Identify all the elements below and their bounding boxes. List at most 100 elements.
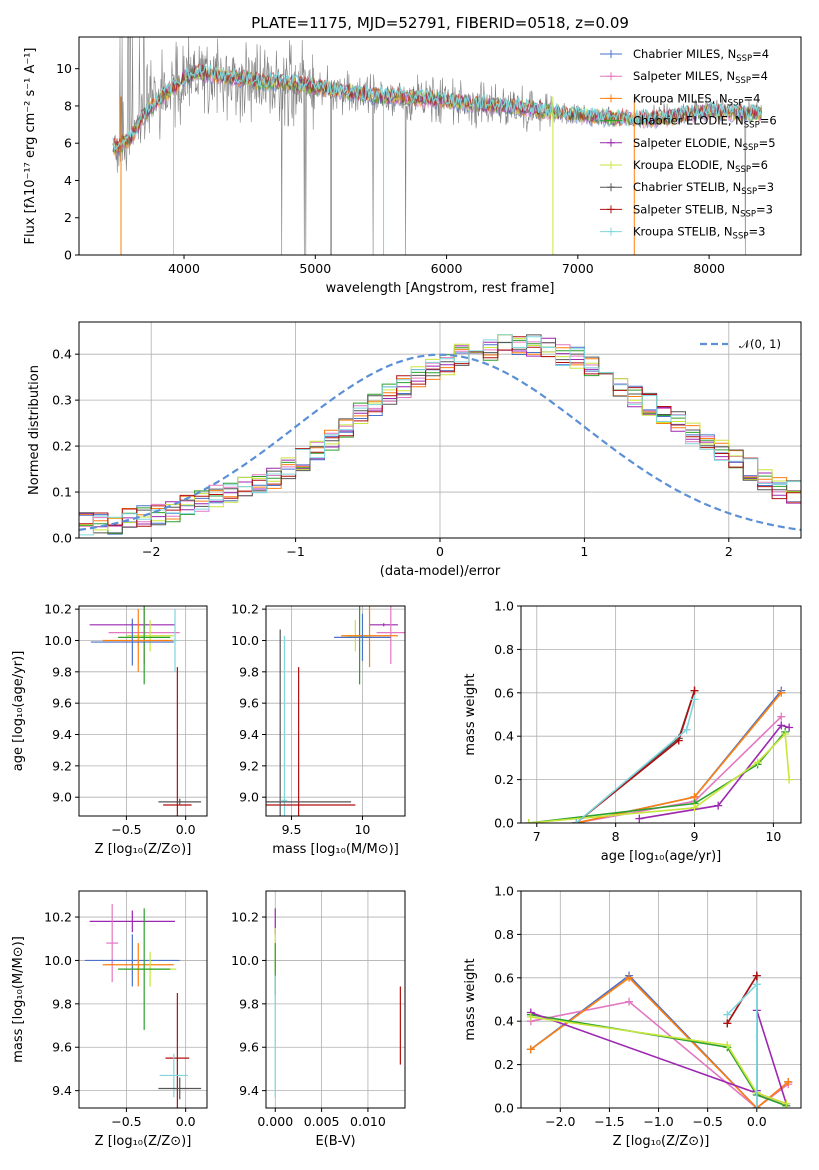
- figure-title: PLATE=1175, MJD=52791, FIBERID=0518, z=0…: [251, 14, 629, 32]
- x-tick-label: −1.0: [643, 1114, 673, 1129]
- weight-point: [714, 801, 723, 810]
- y-tick-label: 0.4: [494, 729, 514, 744]
- y-tick-label: 4: [64, 173, 72, 188]
- plot-area: [266, 606, 405, 816]
- weight-point: [572, 819, 581, 823]
- x-axis-label: E(B-V): [315, 1134, 355, 1149]
- weight-point: [526, 1012, 535, 1021]
- legend-label: Kroupa ELODIE, NSSP=6: [633, 158, 768, 175]
- weight-point: [723, 1010, 732, 1019]
- y-tick-label: 9.4: [52, 1083, 72, 1098]
- y-tick-label: 0.2: [52, 439, 72, 454]
- x-axis-label: (data-model)/error: [380, 564, 501, 579]
- panel-spectrum: 4000 5000 6000 7000 8000 0 2 4 6 8 10 wavelength [A…: [23, 36, 802, 296]
- y-tick-label: 9.8: [239, 996, 259, 1011]
- x-tick-label: 0.0: [176, 822, 196, 837]
- y-tick-label: 1.0: [494, 599, 514, 614]
- y-tick-label: 10.2: [44, 910, 72, 925]
- y-tick-label: 9.8: [52, 996, 72, 1011]
- legend-marker: [607, 183, 615, 192]
- y-tick-label: 0.0: [52, 531, 72, 546]
- x-tick-label: 10: [765, 829, 781, 844]
- y-tick-label: 9.8: [239, 664, 259, 679]
- x-tick-label: 0.000: [257, 1114, 293, 1129]
- legend-marker: [607, 94, 615, 103]
- weight-point: [625, 997, 634, 1006]
- axes-frame: [78, 36, 802, 256]
- y-tick-label: 10.0: [231, 633, 259, 648]
- x-tick-label: 8: [612, 829, 620, 844]
- legend-label: Kroupa STELIB, NSSP=3: [633, 225, 765, 242]
- y-tick-label: 0.1: [52, 485, 72, 500]
- spectrum-legend: Chabrier MILES, NSSP=4 Salpeter MILES, NS…: [600, 47, 777, 242]
- panel-mass-vs-EBV: 0.000 0.005 0.010 9.4 9.6 9.8 10.0 10.2 E(B-V): [231, 890, 406, 1149]
- y-axis-label: Flux [fλ10⁻¹⁷ erg cm⁻² s⁻¹ A⁻¹]: [23, 48, 38, 245]
- plot-area: [79, 334, 801, 536]
- weight-point: [723, 1019, 732, 1028]
- x-tick-label: 9.5: [282, 822, 302, 837]
- y-tick-label: 1.0: [494, 884, 514, 899]
- y-tick-label: 9.6: [52, 696, 72, 711]
- y-tick-label: 0.4: [52, 347, 72, 362]
- y-tick-label: 9.8: [52, 664, 72, 679]
- weight-point: [785, 775, 794, 784]
- legend-label: Chabrier ELODIE, NSSP=6: [633, 114, 777, 131]
- weight-point: [690, 695, 699, 704]
- y-axis-label: age [log₁₀(age/yr)]: [11, 651, 26, 772]
- histogram-kroupa-stelib: [79, 334, 801, 536]
- y-tick-label: 0.3: [52, 393, 72, 408]
- y-tick-label: 0.0: [494, 816, 514, 831]
- x-tick-label: 2: [725, 544, 733, 559]
- x-tick-label: 0.005: [304, 1114, 340, 1129]
- weight-point: [785, 723, 794, 732]
- y-tick-label: 10.0: [44, 953, 72, 968]
- grid-lines: [521, 605, 801, 824]
- y-tick-label: 10: [56, 61, 72, 76]
- weight-line-chabrier-miles: [576, 690, 782, 823]
- plot-area: [84, 904, 202, 1108]
- x-axis-label: wavelength [Angstrom, rest frame]: [326, 281, 555, 296]
- weight-point: [625, 973, 634, 982]
- x-tick-label: 7000: [562, 261, 594, 276]
- weight-point: [682, 725, 691, 734]
- weight-point: [674, 736, 683, 745]
- y-tick-label: 8: [64, 98, 72, 113]
- x-tick-label: 0.0: [747, 1114, 767, 1129]
- axes-frame: [265, 890, 406, 1109]
- y-tick-label: 0.8: [494, 927, 514, 942]
- y-tick-label: 0.6: [494, 970, 514, 985]
- x-tick-label: −1: [286, 544, 304, 559]
- grid-lines: [521, 890, 801, 1109]
- x-axis-label: mass [log₁₀(M/M⊙)]: [272, 842, 399, 857]
- axes-frame: [78, 605, 208, 817]
- weight-point: [526, 1045, 535, 1054]
- y-axis-label: mass [log₁₀(M/M⊙)]: [11, 936, 26, 1063]
- weight-point: [782, 1099, 791, 1108]
- y-tick-label: 0.2: [494, 772, 514, 787]
- legend-label: Chabrier MILES, NSSP=4: [633, 47, 769, 64]
- weight-point: [784, 1077, 793, 1086]
- weight-line-kroupa-elodie: [530, 1016, 787, 1105]
- axes-frame: [78, 890, 208, 1109]
- x-axis-label: Z [log₁₀(Z/Z⊙)]: [95, 1134, 192, 1149]
- legend-marker: [607, 116, 615, 125]
- y-tick-label: 9.4: [239, 1083, 259, 1098]
- legend-label: 𝒩(0, 1): [739, 337, 781, 351]
- x-tick-label: −2: [142, 544, 160, 559]
- legend-marker: [607, 50, 615, 58]
- weight-line-salpeter-miles: [576, 716, 782, 823]
- x-tick-label: −0.5: [111, 822, 141, 837]
- axes-frame: [520, 890, 802, 1109]
- y-tick-label: 6: [64, 136, 72, 151]
- legend-label: Chabrier STELIB, NSSP=3: [633, 180, 774, 197]
- weight-point: [690, 803, 699, 812]
- plot-area: [274, 908, 401, 1098]
- y-axis-label: mass weight: [463, 673, 478, 755]
- y-tick-label: 9.0: [239, 790, 259, 805]
- legend-label: Salpeter STELIB, NSSP=3: [633, 202, 773, 219]
- weight-point: [524, 819, 533, 823]
- weight-point: [635, 814, 644, 823]
- weight-point: [752, 1104, 761, 1108]
- x-tick-label: 9: [691, 829, 699, 844]
